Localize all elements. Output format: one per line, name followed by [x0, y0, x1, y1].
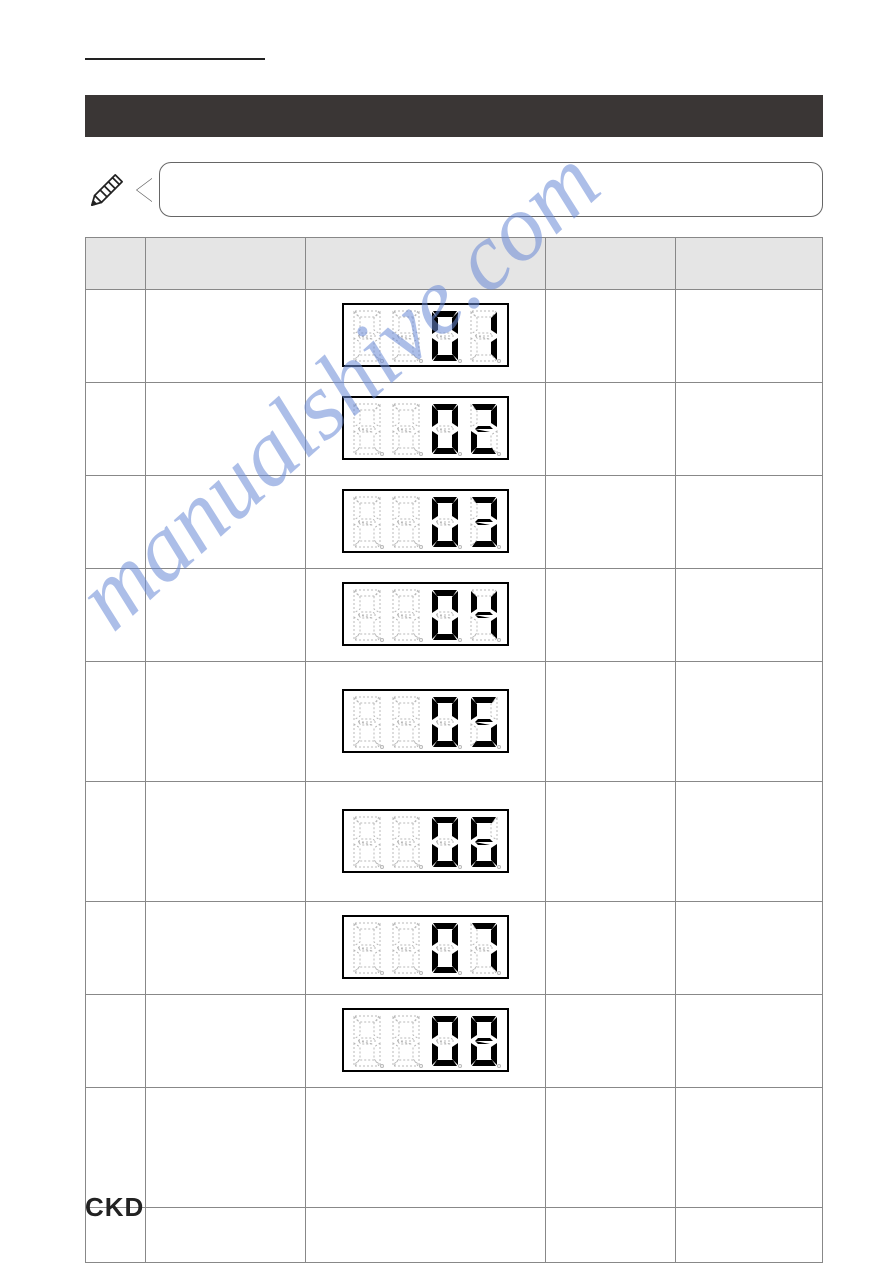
seven-segment-display — [342, 489, 509, 553]
seven-segment-display — [342, 1008, 509, 1072]
cell-code — [86, 383, 146, 476]
cell-cause — [546, 476, 676, 569]
table-row — [86, 476, 823, 569]
cell-display — [306, 662, 546, 782]
th-2 — [146, 238, 306, 290]
cell-name — [146, 1088, 306, 1208]
th-4 — [546, 238, 676, 290]
cell-display — [306, 476, 546, 569]
table-header-row — [86, 238, 823, 290]
cell-cause — [546, 569, 676, 662]
cell-name — [146, 662, 306, 782]
cell-cause — [546, 1088, 676, 1208]
cell-remedy — [676, 1088, 823, 1208]
table-row — [86, 995, 823, 1088]
cell-name — [146, 1208, 306, 1263]
seven-segment-display — [342, 303, 509, 367]
section-underline — [85, 58, 265, 60]
cell-remedy — [676, 662, 823, 782]
error-table — [85, 237, 823, 1263]
speech-tail — [137, 178, 153, 202]
cell-code — [86, 569, 146, 662]
cell-remedy — [676, 1208, 823, 1263]
cell-code — [86, 662, 146, 782]
cell-cause — [546, 782, 676, 902]
cell-remedy — [676, 290, 823, 383]
table-body — [86, 290, 823, 1263]
th-3 — [306, 238, 546, 290]
cell-code — [86, 782, 146, 902]
cell-cause — [546, 902, 676, 995]
cell-cause — [546, 662, 676, 782]
cell-display — [306, 569, 546, 662]
cell-display — [306, 902, 546, 995]
cell-display — [306, 995, 546, 1088]
cell-remedy — [676, 995, 823, 1088]
cell-display — [306, 1208, 546, 1263]
table-row — [86, 782, 823, 902]
cell-name — [146, 995, 306, 1088]
cell-display — [306, 383, 546, 476]
cell-remedy — [676, 383, 823, 476]
seven-segment-display — [342, 689, 509, 753]
seven-segment-display — [342, 809, 509, 873]
table-row — [86, 569, 823, 662]
pencil-icon — [85, 168, 129, 212]
table-row — [86, 383, 823, 476]
cell-name — [146, 782, 306, 902]
cell-name — [146, 476, 306, 569]
seven-segment-display — [342, 396, 509, 460]
th-5 — [676, 238, 823, 290]
cell-remedy — [676, 782, 823, 902]
note-row — [85, 162, 823, 217]
cell-code — [86, 995, 146, 1088]
note-box — [159, 162, 823, 217]
cell-display — [306, 1088, 546, 1208]
cell-cause — [546, 995, 676, 1088]
cell-name — [146, 383, 306, 476]
cell-remedy — [676, 476, 823, 569]
cell-display — [306, 782, 546, 902]
table-row — [86, 1208, 823, 1263]
table-row — [86, 902, 823, 995]
cell-code — [86, 902, 146, 995]
cell-code — [86, 476, 146, 569]
table-row — [86, 1088, 823, 1208]
cell-code — [86, 1088, 146, 1208]
seven-segment-display — [342, 582, 509, 646]
page: manualshive.com CKD — [0, 0, 893, 1263]
cell-code — [86, 290, 146, 383]
seven-segment-display — [342, 915, 509, 979]
cell-name — [146, 569, 306, 662]
table-row — [86, 290, 823, 383]
cell-cause — [546, 290, 676, 383]
table-row — [86, 662, 823, 782]
cell-display — [306, 290, 546, 383]
title-bar — [85, 95, 823, 137]
cell-name — [146, 290, 306, 383]
cell-cause — [546, 383, 676, 476]
cell-remedy — [676, 569, 823, 662]
cell-remedy — [676, 902, 823, 995]
cell-cause — [546, 1208, 676, 1263]
footer-logo: CKD — [85, 1192, 144, 1223]
cell-name — [146, 902, 306, 995]
th-1 — [86, 238, 146, 290]
